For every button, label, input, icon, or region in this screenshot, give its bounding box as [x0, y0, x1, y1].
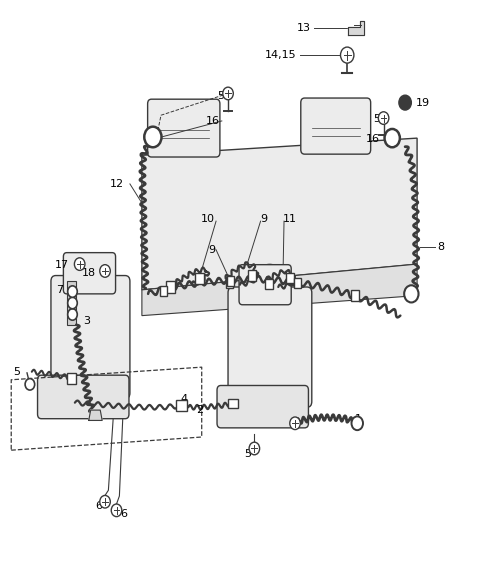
Polygon shape — [348, 21, 364, 35]
Bar — [228, 400, 238, 408]
FancyBboxPatch shape — [217, 386, 309, 428]
Bar — [227, 276, 234, 286]
FancyBboxPatch shape — [239, 265, 291, 305]
Bar — [67, 281, 76, 325]
Circle shape — [249, 442, 260, 455]
Text: 4: 4 — [180, 394, 187, 404]
Text: 9: 9 — [208, 245, 215, 255]
Text: 13: 13 — [297, 23, 311, 33]
Circle shape — [399, 95, 411, 110]
Circle shape — [144, 127, 161, 148]
Circle shape — [223, 87, 233, 100]
Text: 6: 6 — [120, 509, 127, 519]
Text: 8: 8 — [437, 242, 444, 252]
Bar — [248, 270, 256, 281]
Circle shape — [384, 129, 400, 148]
FancyBboxPatch shape — [63, 253, 116, 294]
Text: 16: 16 — [366, 134, 380, 144]
Text: 6: 6 — [95, 501, 102, 511]
Bar — [67, 373, 76, 385]
Circle shape — [378, 112, 389, 125]
Text: 5: 5 — [218, 91, 225, 101]
Text: 9: 9 — [261, 215, 268, 224]
Polygon shape — [89, 410, 102, 420]
Text: 12: 12 — [110, 179, 124, 189]
Text: 16: 16 — [206, 116, 220, 126]
Bar — [176, 401, 187, 410]
Bar — [294, 278, 301, 288]
Circle shape — [100, 265, 110, 277]
Text: 2: 2 — [196, 405, 203, 415]
Circle shape — [74, 258, 85, 270]
Text: 18: 18 — [82, 268, 96, 278]
Bar — [265, 279, 273, 289]
Circle shape — [68, 297, 77, 309]
Text: 19: 19 — [416, 98, 430, 107]
FancyBboxPatch shape — [37, 375, 129, 418]
FancyBboxPatch shape — [51, 276, 130, 399]
Bar — [166, 281, 175, 293]
FancyBboxPatch shape — [301, 98, 371, 154]
Circle shape — [404, 285, 419, 302]
Text: 10: 10 — [201, 215, 215, 224]
Polygon shape — [142, 138, 417, 290]
Circle shape — [68, 286, 77, 297]
Text: 11: 11 — [283, 215, 297, 224]
Text: 17: 17 — [55, 260, 69, 270]
Circle shape — [290, 417, 300, 429]
Bar — [159, 286, 167, 296]
FancyBboxPatch shape — [148, 99, 220, 157]
Bar — [287, 273, 294, 283]
Text: 1: 1 — [355, 414, 362, 424]
Polygon shape — [142, 264, 417, 316]
Text: 14,15: 14,15 — [265, 50, 297, 60]
Text: 5: 5 — [373, 114, 380, 124]
Bar — [195, 273, 204, 284]
Text: 3: 3 — [84, 316, 91, 327]
Circle shape — [100, 495, 110, 508]
Circle shape — [68, 309, 77, 320]
Text: 7: 7 — [56, 285, 63, 296]
Text: 5: 5 — [13, 367, 20, 377]
Bar — [226, 277, 233, 288]
Circle shape — [25, 379, 35, 390]
Circle shape — [111, 504, 122, 517]
FancyBboxPatch shape — [228, 287, 312, 407]
Bar — [351, 290, 359, 301]
Circle shape — [340, 47, 354, 63]
Text: 5: 5 — [244, 449, 251, 459]
Circle shape — [351, 416, 363, 430]
